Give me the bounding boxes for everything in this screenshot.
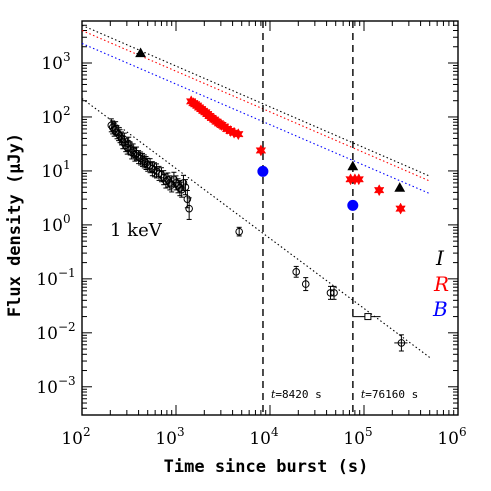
xray-point: [150, 165, 159, 174]
model-line: [81, 29, 430, 182]
band-label-r: R: [433, 272, 449, 296]
xray-point: [142, 159, 150, 167]
xray-point: [120, 135, 129, 144]
plot-area: 102 103 104 105 106 10−3 10−2 10−1 100 101 102 103 t…: [36, 20, 467, 449]
r-band-point: [395, 202, 406, 215]
x-tick-label: 103: [155, 425, 184, 449]
xray-point: [364, 313, 372, 321]
model-line: [81, 42, 430, 195]
xray-point: [152, 167, 161, 175]
b-band-point: [347, 199, 359, 211]
vline-label: t=8420 s: [271, 388, 322, 401]
plot-frame: [81, 20, 459, 416]
vline-label: t=76160 s: [361, 388, 418, 401]
xray-point: [235, 227, 243, 236]
xray-point: [134, 153, 143, 161]
i-band-point: [394, 182, 406, 192]
y-tick-label: 102: [41, 104, 70, 128]
i-band-point: [347, 160, 359, 171]
band-label-b: B: [432, 297, 448, 321]
y-tick-label: 100: [41, 212, 70, 236]
i-band-point: [135, 47, 146, 58]
y-tick-label: 103: [41, 50, 70, 74]
y-tick-label: 10−3: [36, 374, 75, 398]
model-line: [81, 98, 431, 358]
xray-band-label: 1 keV: [110, 220, 163, 241]
r-band-point: [255, 144, 267, 157]
x-tick-label: 102: [61, 425, 90, 449]
xray-point: [185, 204, 193, 213]
xray-point: [183, 195, 192, 203]
x-tick-label: 104: [249, 425, 279, 449]
y-tick-label: 10−1: [36, 266, 75, 290]
x-tick-label: 106: [437, 425, 466, 449]
x-tick-label: 105: [343, 425, 372, 449]
r-band-point: [233, 128, 244, 141]
r-band-point: [353, 173, 364, 186]
y-tick-label: 10−2: [36, 320, 75, 344]
xray-point: [301, 280, 310, 288]
b-band-point: [257, 165, 269, 177]
y-axis-title: Flux density (μJy): [5, 133, 25, 317]
band-label-i: I: [435, 246, 445, 270]
xray-point: [330, 289, 338, 297]
y-tick-label: 101: [41, 158, 70, 182]
xray-point: [397, 339, 406, 347]
r-band-point: [373, 184, 385, 197]
x-axis-title: Time since burst (s): [164, 457, 369, 477]
xray-point: [292, 268, 301, 276]
